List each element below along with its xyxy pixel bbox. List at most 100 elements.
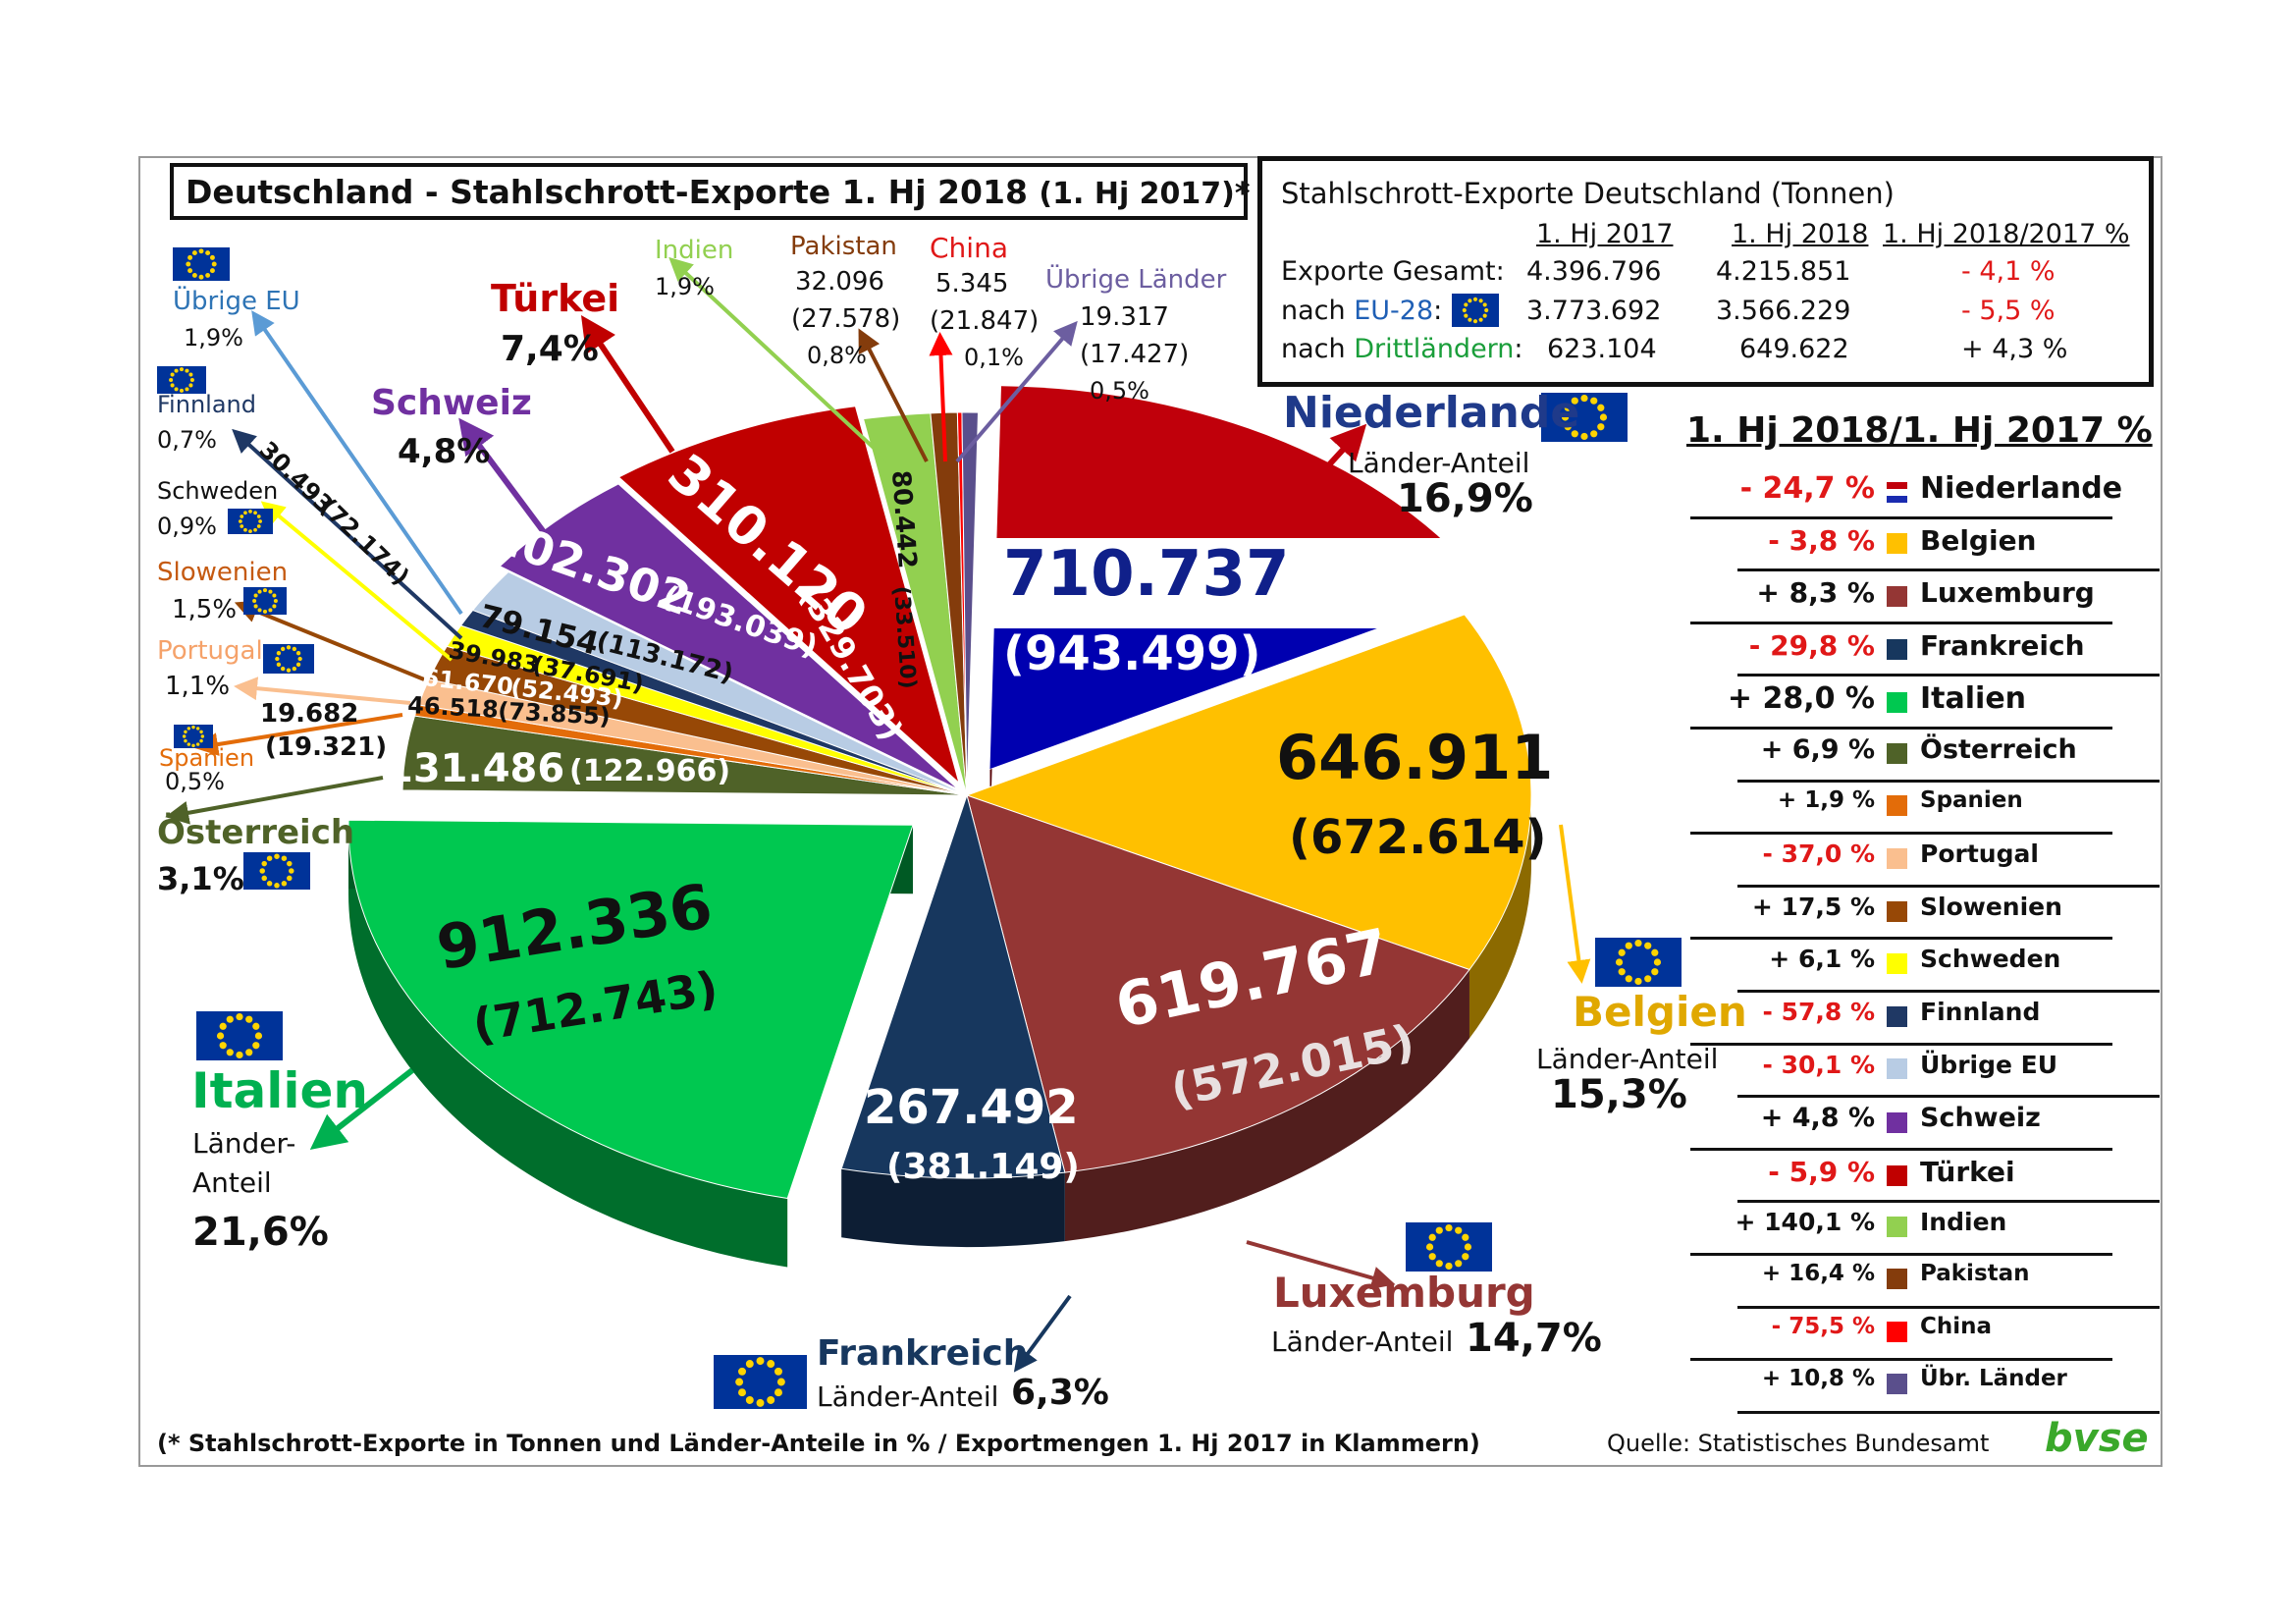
stats-col-change: 1. Hj 2018/2017 % — [1883, 219, 2130, 249]
outside-prev-china: (21.847) — [930, 306, 1040, 336]
eu-flag-icon-italien — [196, 1011, 283, 1060]
country-label-oesterreich: Österreich — [157, 813, 355, 852]
country-label-indien: Indien — [655, 236, 734, 265]
color-swatch — [1887, 1164, 1907, 1186]
country-label-spanien: Spanien — [159, 744, 255, 772]
leader-arrow-italien — [309, 1067, 414, 1151]
change-country: Übr. Länder — [1920, 1366, 2067, 1392]
row-separator — [1737, 779, 2160, 783]
pie-slice-italien — [347, 819, 914, 1200]
row-separator — [1690, 726, 2112, 730]
change-country: Türkei — [1920, 1155, 2015, 1188]
leader-arrow-tuerkei — [580, 315, 675, 454]
change-country: Pakistan — [1920, 1261, 2030, 1286]
change-value: + 10,8 % — [1761, 1366, 1875, 1392]
country-label-portugal: Portugal — [157, 636, 263, 666]
row-separator — [1737, 1200, 2160, 1204]
country-label-schweiz: Schweiz — [371, 383, 532, 423]
eu-flag-icon-spanien — [174, 725, 213, 748]
stats-table-header: Stahlschrott-Exporte Deutschland (Tonnen… — [1281, 177, 1895, 210]
leader-arrow-china — [929, 332, 953, 462]
share-label-belgien-caption: Länder-Anteil — [1536, 1043, 1719, 1075]
share-label-italien: 21,6% — [192, 1210, 329, 1255]
leader-arrow-slowenien — [234, 600, 425, 681]
country-label-schweden: Schweden — [157, 477, 279, 505]
color-swatch — [1887, 691, 1907, 713]
eu-flag-icon-niederlande — [1541, 393, 1628, 442]
eu-flag-icon-portugal — [263, 644, 314, 674]
country-label-niederlande: Niederlande — [1283, 388, 1580, 438]
eu-flag-icon-luxemburg — [1406, 1222, 1492, 1272]
slice-prev-belgien: (672.614) — [1289, 810, 1547, 865]
slice-prev-frankreich: (381.149) — [886, 1147, 1080, 1187]
leader-arrow-schweden — [260, 501, 454, 662]
leader-arrow-luxemburg — [1246, 1240, 1396, 1290]
change-value: + 16,4 % — [1761, 1261, 1875, 1286]
stats-row-third-2017: 623.104 — [1547, 334, 1657, 364]
share-label-spanien: 0,5% — [165, 768, 225, 795]
row-separator — [1737, 1305, 2160, 1309]
eu-flag-icon — [1452, 294, 1499, 327]
change-list-title: 1. Hj 2018/1. Hj 2017 % — [1686, 410, 2153, 451]
leader-arrow-pakistan — [858, 328, 929, 462]
outside-prev-pakistan: (27.578) — [791, 304, 901, 334]
color-swatch — [1887, 1321, 1907, 1342]
slice-value-frankreich: 267.492 — [864, 1080, 1079, 1135]
stats-row-eu-2018: 3.566.229 — [1716, 296, 1851, 326]
slice-prev-niederlande: (943.499) — [1003, 626, 1261, 681]
slice-value-niederlande: 710.737 — [1003, 538, 1290, 611]
country-label-belgien: Belgien — [1573, 988, 1747, 1036]
stats-row-third-change: + 4,3 % — [1961, 334, 2068, 364]
share-label-luxemburg: 14,7% — [1466, 1316, 1602, 1361]
share-label-schweiz: 4,8% — [398, 432, 491, 471]
color-swatch — [1887, 585, 1907, 607]
row-separator — [1690, 621, 2112, 624]
change-value: + 17,5 % — [1751, 892, 1875, 921]
change-value: + 8,3 % — [1756, 576, 1875, 610]
slice-value-belgien: 646.911 — [1276, 722, 1554, 793]
row-separator — [1737, 989, 2160, 993]
leader-arrow-uebrige-laender — [955, 320, 1078, 463]
change-value: + 140,1 % — [1735, 1208, 1875, 1237]
change-country: China — [1920, 1313, 1993, 1339]
color-swatch — [1887, 953, 1907, 975]
leader-arrow-belgien — [1559, 824, 1591, 984]
pie-side-belgien — [1468, 795, 1531, 1039]
country-label-tuerkei: Türkei — [491, 277, 620, 320]
eu-flag-icon-schweden — [228, 509, 273, 534]
share-label-luxemburg-caption: Länder-Anteil — [1271, 1326, 1454, 1358]
country-label-luxemburg: Luxemburg — [1273, 1269, 1535, 1317]
color-swatch — [1887, 1058, 1907, 1080]
share-label-italien-caption-2: Anteil — [192, 1166, 272, 1199]
share-label-schweden: 0,9% — [157, 513, 217, 540]
change-country: Belgien — [1920, 523, 2037, 557]
eu-flag-icon-oesterreich — [243, 852, 310, 890]
footnote: (* Stahlschrott-Exporte in Tonnen und Lä… — [157, 1430, 1480, 1457]
outside-prev-spanien: (19.321) — [265, 732, 388, 762]
change-country: Frankreich — [1920, 628, 2085, 662]
change-country: Spanien — [1920, 786, 2023, 813]
stats-row-third-2018: 649.622 — [1739, 334, 1849, 364]
stats-row-total-change: - 4,1 % — [1961, 256, 2056, 287]
color-swatch — [1887, 533, 1907, 555]
row-separator — [1690, 1147, 2112, 1151]
eu-flag-icon-finnland — [157, 366, 206, 394]
country-label-uebrige-laender: Übrige Länder — [1045, 265, 1227, 295]
change-country: Schweiz — [1920, 1103, 2041, 1134]
bvse-logo: bvse — [2045, 1416, 2149, 1461]
share-label-belgien: 15,3% — [1551, 1072, 1687, 1117]
change-value: - 30,1 % — [1762, 1050, 1875, 1079]
outside-value-pakistan: 32.096 — [795, 267, 884, 297]
row-separator — [1690, 937, 2112, 941]
share-label-portugal: 1,1% — [165, 672, 231, 701]
change-value: + 4,8 % — [1760, 1103, 1875, 1134]
row-separator — [1737, 884, 2160, 888]
slice-value-oesterreich: 131.486 — [386, 746, 565, 791]
change-value: + 6,1 % — [1769, 945, 1875, 974]
share-label-uebrige-eu: 1,9% — [184, 324, 243, 352]
row-separator — [1737, 674, 2160, 677]
country-label-frankreich: Frankreich — [817, 1333, 1029, 1374]
change-value: - 75,5 % — [1771, 1313, 1875, 1339]
color-swatch — [1887, 638, 1907, 660]
stats-row-total-2018: 4.215.851 — [1716, 256, 1851, 287]
